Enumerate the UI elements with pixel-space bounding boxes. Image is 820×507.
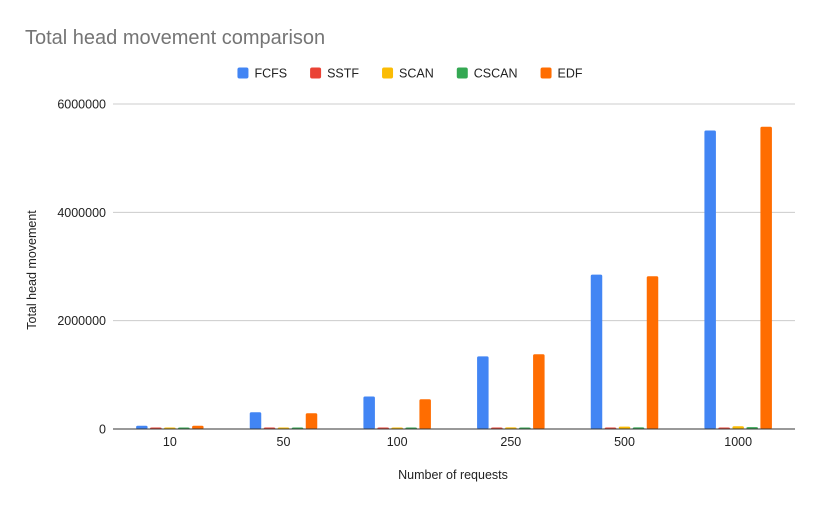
gridlines bbox=[113, 103, 795, 322]
chart-title: Total head movement comparison bbox=[25, 27, 325, 49]
legend-label-cscan: CSCAN bbox=[474, 67, 518, 81]
legend-swatch-cscan bbox=[456, 67, 468, 79]
legend-label-scan: SCAN bbox=[399, 67, 434, 81]
y-tick-label: 2000000 bbox=[57, 314, 106, 328]
x-tick-label: 500 bbox=[614, 435, 635, 449]
y-axis-label: Total head movement bbox=[25, 210, 39, 330]
bar-scan bbox=[618, 426, 631, 429]
legend-label-sstf: SSTF bbox=[327, 67, 359, 81]
bar-fcfs bbox=[136, 425, 148, 429]
bar-edf bbox=[192, 425, 204, 429]
legend-swatch-fcfs bbox=[237, 67, 249, 79]
x-tick-label: 1000 bbox=[724, 435, 752, 449]
bar-edf bbox=[533, 354, 545, 429]
legend-label-edf: EDF bbox=[558, 67, 583, 81]
y-axis-ticks: 0 2000000 4000000 6000000 bbox=[57, 98, 106, 437]
x-axis-ticks: 10 50 100 250 500 1000 bbox=[163, 435, 752, 449]
bar-scan bbox=[732, 426, 744, 429]
x-axis-label: Number of requests bbox=[398, 468, 508, 482]
bar-fcfs bbox=[590, 274, 603, 429]
bar-edf bbox=[419, 399, 431, 429]
bars bbox=[136, 126, 772, 429]
x-tick-label: 50 bbox=[277, 435, 291, 449]
bar-fcfs bbox=[363, 396, 375, 429]
x-tick-label: 100 bbox=[387, 435, 408, 449]
bar-edf bbox=[305, 413, 318, 429]
bar-edf bbox=[646, 276, 659, 429]
legend-swatch-edf bbox=[540, 67, 552, 79]
legend-swatch-sstf bbox=[310, 67, 322, 79]
legend-label-fcfs: FCFS bbox=[254, 67, 287, 81]
bar-edf bbox=[760, 126, 772, 429]
bar-fcfs bbox=[704, 130, 716, 429]
legend-swatch-scan bbox=[382, 67, 394, 79]
legend: FCFS SSTF SCAN CSCAN EDF bbox=[237, 67, 583, 81]
y-tick-label: 4000000 bbox=[57, 206, 106, 220]
x-tick-label: 250 bbox=[500, 435, 521, 449]
x-tick-label: 10 bbox=[163, 435, 177, 449]
bar-fcfs bbox=[477, 356, 489, 429]
bar-fcfs bbox=[249, 412, 262, 429]
y-tick-label: 6000000 bbox=[57, 98, 106, 112]
y-tick-label: 0 bbox=[99, 423, 106, 437]
